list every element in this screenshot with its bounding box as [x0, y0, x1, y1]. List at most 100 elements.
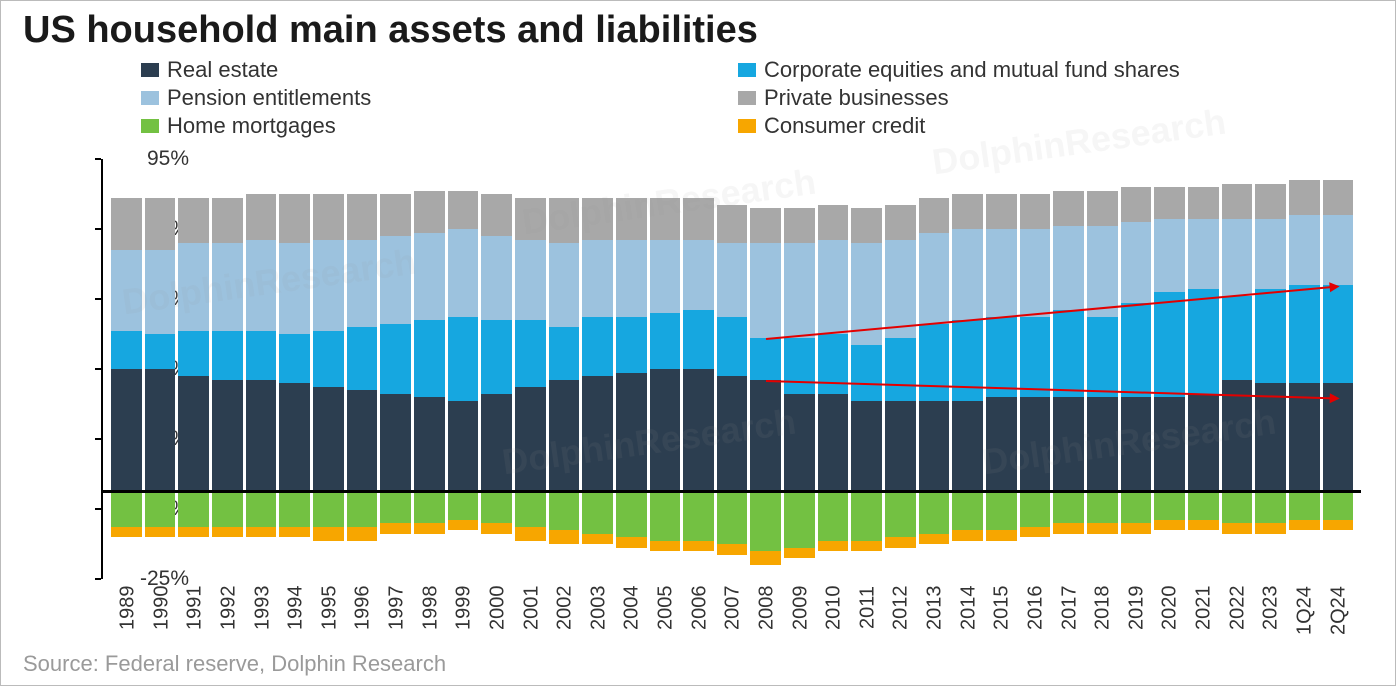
x-tick-label: 2010 — [817, 586, 851, 646]
bar-segment — [1154, 187, 1185, 219]
bar-column — [616, 159, 647, 579]
x-tick-label: 2001 — [515, 586, 549, 646]
bar-segment — [279, 243, 310, 334]
x-tick-label: 1989 — [111, 586, 145, 646]
x-tick-label: 2023 — [1254, 586, 1288, 646]
bar-segment — [145, 250, 176, 334]
x-tick-label: 1998 — [414, 586, 448, 646]
bar-segment — [683, 369, 714, 492]
x-axis-labels: 1989199019911992199319941995199619971998… — [111, 586, 1355, 646]
bar-segment — [1323, 492, 1354, 520]
bar-segment — [1255, 219, 1286, 289]
x-tick-label: 2005 — [649, 586, 683, 646]
x-tick-label: 2000 — [481, 586, 515, 646]
bar-segment — [952, 492, 983, 531]
bar-segment — [1053, 310, 1084, 398]
bar-segment — [1323, 285, 1354, 383]
bar-segment — [717, 243, 748, 317]
bar-segment — [683, 198, 714, 240]
y-tick-mark — [95, 578, 101, 580]
bar-segment — [1020, 492, 1051, 527]
bar-segment — [414, 320, 445, 397]
bar-segment — [1255, 289, 1286, 384]
bar-segment — [313, 240, 344, 331]
bar-segment — [1020, 397, 1051, 492]
bar-segment — [1323, 520, 1354, 531]
bar-segment — [784, 548, 815, 559]
bar-column — [1222, 159, 1253, 579]
legend-item: Private businesses — [738, 85, 1335, 111]
bar-segment — [313, 387, 344, 492]
chart-title: US household main assets and liabilities — [23, 9, 758, 52]
bar-segment — [952, 401, 983, 492]
bar-segment — [818, 334, 849, 394]
bar-column — [347, 159, 378, 579]
bar-segment — [246, 194, 277, 240]
bar-segment — [414, 191, 445, 233]
bar-segment — [1020, 317, 1051, 398]
legend-label: Real estate — [167, 57, 278, 83]
legend-label: Private businesses — [764, 85, 949, 111]
bar-segment — [919, 198, 950, 233]
bar-segment — [952, 530, 983, 541]
bar-segment — [986, 317, 1017, 398]
bar-segment — [347, 194, 378, 240]
bar-segment — [650, 541, 681, 552]
bar-segment — [616, 198, 647, 240]
bar-segment — [750, 551, 781, 565]
x-tick-label: 2012 — [884, 586, 918, 646]
bar-segment — [1188, 219, 1219, 289]
bar-segment — [111, 250, 142, 331]
bar-segment — [279, 334, 310, 383]
bar-segment — [1087, 492, 1118, 524]
bar-segment — [885, 401, 916, 492]
x-tick-label: 1994 — [279, 586, 313, 646]
bar-segment — [380, 194, 411, 236]
bar-segment — [784, 243, 815, 338]
bar-segment — [481, 236, 512, 320]
x-tick-label: 1999 — [447, 586, 481, 646]
bar-segment — [683, 240, 714, 310]
y-tick-mark — [95, 228, 101, 230]
bar-column — [1053, 159, 1084, 579]
bar-segment — [111, 369, 142, 492]
bar-column — [1289, 159, 1320, 579]
bar-segment — [919, 492, 950, 534]
bar-segment — [1121, 222, 1152, 303]
bar-segment — [448, 520, 479, 531]
x-tick-label: 2019 — [1120, 586, 1154, 646]
bar-segment — [1053, 226, 1084, 310]
bar-segment — [851, 492, 882, 541]
bar-segment — [784, 394, 815, 492]
bar-segment — [145, 527, 176, 538]
bar-column — [145, 159, 176, 579]
legend-item: Consumer credit — [738, 113, 1335, 139]
bar-segment — [1020, 229, 1051, 317]
x-tick-label: 2009 — [784, 586, 818, 646]
bar-segment — [986, 492, 1017, 531]
bar-segment — [952, 194, 983, 229]
x-tick-label: 2018 — [1086, 586, 1120, 646]
zero-line — [101, 490, 1361, 493]
bar-segment — [616, 492, 647, 538]
bar-segment — [1188, 492, 1219, 520]
x-tick-label: 2014 — [952, 586, 986, 646]
bar-segment — [246, 240, 277, 331]
legend-label: Pension entitlements — [167, 85, 371, 111]
y-tick-mark — [95, 508, 101, 510]
x-tick-label: 2015 — [985, 586, 1019, 646]
x-tick-label: 2022 — [1221, 586, 1255, 646]
bar-segment — [952, 320, 983, 401]
bar-segment — [347, 527, 378, 541]
x-tick-label: 1Q24 — [1288, 586, 1322, 646]
plot-area: -25%-5%15%35%55%75%95% — [101, 159, 1361, 579]
bar-column — [952, 159, 983, 579]
bar-segment — [750, 208, 781, 243]
bar-segment — [1255, 523, 1286, 534]
bar-segment — [717, 492, 748, 545]
bar-segment — [279, 492, 310, 527]
bar-segment — [1323, 180, 1354, 215]
bar-segment — [1222, 492, 1253, 524]
bar-column — [279, 159, 310, 579]
bar-column — [784, 159, 815, 579]
